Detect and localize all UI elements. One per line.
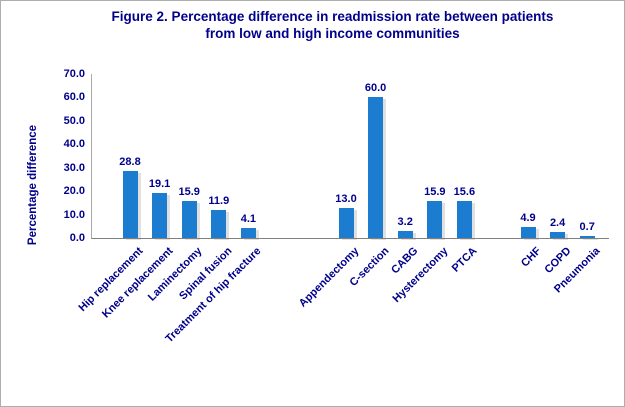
bar <box>240 228 256 238</box>
bar-value-label: 3.2 <box>397 215 413 228</box>
bar <box>368 97 384 238</box>
figure-title-line-1: Figure 2. Percentage difference in readm… <box>111 9 554 24</box>
y-axis-tick-label: 30.0 <box>63 161 85 174</box>
bar-value-label: 28.8 <box>119 155 141 168</box>
bar-value-label: 0.7 <box>579 221 595 234</box>
y-axis-tick-label: 50.0 <box>63 114 85 127</box>
bar-value-label: 13.0 <box>335 192 357 205</box>
bar <box>181 200 197 238</box>
plot-area <box>91 74 609 239</box>
bar-value-label: 15.6 <box>453 186 476 199</box>
bar <box>427 200 443 238</box>
y-axis-tick-label: 40.0 <box>63 138 85 151</box>
y-axis-tick-label: 60.0 <box>63 91 85 104</box>
figure-title: Figure 2. Percentage difference in readm… <box>41 8 624 42</box>
bar-value-label: 15.9 <box>424 185 446 198</box>
bar <box>456 201 472 238</box>
bar <box>122 170 138 238</box>
y-axis-tick-label: 20.0 <box>63 185 85 198</box>
bar-value-label: 2.4 <box>549 217 566 230</box>
bar <box>579 236 595 238</box>
bar-value-label: 60.0 <box>364 82 387 95</box>
y-axis-tick-label: 0.0 <box>69 232 85 244</box>
bar-value-label: 15.9 <box>178 185 200 198</box>
bar <box>338 207 354 238</box>
y-axis-tick-label: 70.0 <box>63 68 85 80</box>
bar-value-label: 4.9 <box>520 211 536 224</box>
bar-value-label: 19.1 <box>148 178 171 191</box>
bar <box>520 226 536 238</box>
bar-value-label: 11.9 <box>208 195 230 208</box>
bar <box>211 210 227 238</box>
bar <box>550 232 566 238</box>
bar <box>152 193 168 238</box>
y-axis-tick-label: 10.0 <box>63 208 85 221</box>
bar-value-label: 4.1 <box>240 213 257 226</box>
bar <box>397 230 413 238</box>
figure-title-line-2: from low and high income communities <box>205 26 460 41</box>
